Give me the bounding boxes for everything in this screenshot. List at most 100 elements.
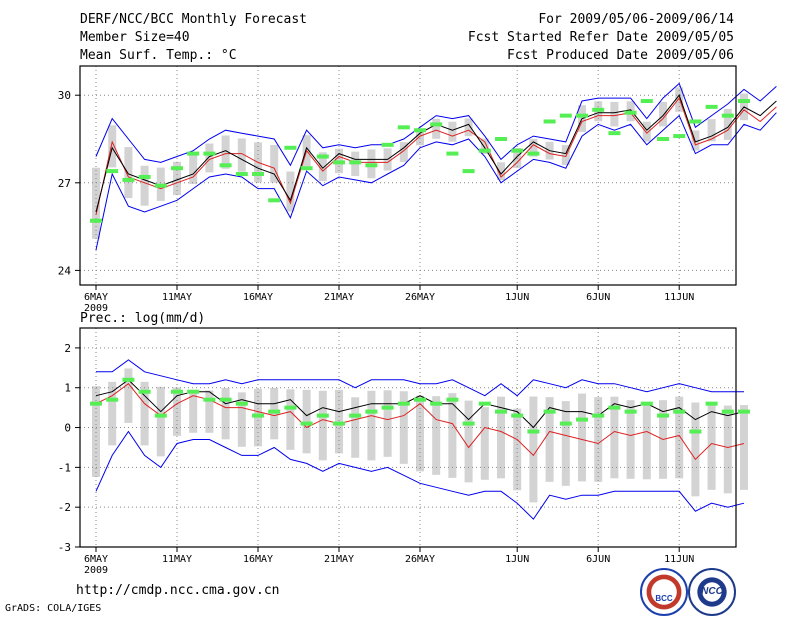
ensemble-bar xyxy=(237,138,246,172)
ensemble-bar xyxy=(594,397,603,482)
y-tick-label: 0 xyxy=(64,422,71,435)
median-marker xyxy=(381,405,394,410)
ensemble-bar xyxy=(513,147,522,168)
median-marker xyxy=(608,405,621,410)
median-marker xyxy=(90,401,102,406)
y-tick-label: 27 xyxy=(58,177,71,190)
median-marker xyxy=(592,107,605,112)
median-marker xyxy=(576,417,588,422)
ensemble-bar xyxy=(318,390,327,461)
series-line-control xyxy=(95,97,777,216)
median-marker xyxy=(527,429,540,434)
median-marker xyxy=(316,413,329,418)
ensemble-bar xyxy=(578,393,586,482)
ensemble-bar xyxy=(108,125,117,168)
median-marker xyxy=(640,401,653,406)
ensemble-bar xyxy=(642,121,651,142)
ensemble-bar xyxy=(497,396,505,479)
median-marker xyxy=(219,163,232,168)
ensemble-bar xyxy=(108,381,117,446)
header-produced-date: Fcst Produced Date 2009/05/06 xyxy=(507,48,734,63)
ensemble-bar xyxy=(237,392,246,447)
x-tick-label: 26MAY xyxy=(405,292,435,303)
ensemble-bar xyxy=(513,408,522,491)
median-marker xyxy=(414,397,426,402)
header-variable: Mean Surf. Temp.: °C xyxy=(80,48,237,63)
median-marker xyxy=(187,151,200,156)
median-marker xyxy=(106,397,119,402)
ensemble-bar xyxy=(92,167,100,239)
y-tick-label: 1 xyxy=(64,382,71,395)
series-line-max xyxy=(96,359,744,397)
x-tick-label: 6MAY xyxy=(84,292,108,303)
median-marker xyxy=(738,99,750,104)
median-marker xyxy=(673,134,686,139)
ensemble-bar xyxy=(270,144,279,183)
median-marker xyxy=(430,122,443,127)
ensemble-bar xyxy=(432,118,441,139)
series-line-mean xyxy=(95,379,745,429)
ensemble-bar xyxy=(383,390,392,457)
median-marker xyxy=(333,421,345,426)
ensemble-bar xyxy=(497,162,505,180)
median-marker xyxy=(462,421,475,426)
prec-panel-title: Prec.: log(mm/d) xyxy=(80,311,205,326)
header-member-size: Member Size=40 xyxy=(80,30,190,45)
y-tick-label: 24 xyxy=(58,264,72,277)
median-marker xyxy=(495,409,507,414)
median-marker xyxy=(430,401,443,406)
median-marker xyxy=(284,145,297,150)
ensemble-bar xyxy=(707,119,716,142)
ensemble-bar xyxy=(124,147,133,199)
ensemble-bar xyxy=(367,390,376,461)
median-marker xyxy=(122,177,135,182)
x-tick-label: 11MAY xyxy=(162,554,192,565)
ensemble-bar xyxy=(464,400,473,483)
ensemble-bar xyxy=(529,396,538,503)
median-marker xyxy=(171,389,183,394)
median-marker xyxy=(349,160,362,165)
median-marker xyxy=(349,413,362,418)
median-marker xyxy=(154,183,167,188)
ensemble-bar xyxy=(723,405,732,494)
footer-url[interactable]: http://cmdp.ncc.cma.gov.cn xyxy=(76,583,280,598)
median-marker xyxy=(300,421,313,426)
ensemble-bar xyxy=(221,135,230,169)
x-tick-label: 16MAY xyxy=(243,292,273,303)
median-marker xyxy=(543,409,556,414)
y-tick-label: 30 xyxy=(58,89,71,102)
ensemble-bar xyxy=(416,395,424,472)
median-marker xyxy=(559,113,572,118)
plot-frame xyxy=(79,327,737,548)
median-marker xyxy=(446,397,459,402)
median-marker xyxy=(138,389,151,394)
ensemble-bar xyxy=(205,143,214,173)
x-tick-label: 6MAY xyxy=(84,554,108,565)
ensemble-bar xyxy=(351,397,360,458)
median-marker xyxy=(397,401,410,406)
median-marker xyxy=(543,119,556,124)
x-tick-label: 1JUN xyxy=(505,554,529,565)
median-marker xyxy=(333,160,345,165)
median-marker xyxy=(219,397,232,402)
median-marker xyxy=(657,137,669,141)
ensemble-bar xyxy=(189,390,198,433)
ensemble-bar xyxy=(610,396,619,479)
bcc-logo: BCC xyxy=(640,568,688,616)
ensemble-bar xyxy=(124,368,133,423)
median-marker xyxy=(689,429,702,434)
median-marker xyxy=(187,389,200,394)
ensemble-bar xyxy=(286,389,295,450)
ensemble-bar xyxy=(561,145,570,166)
ensemble-bar xyxy=(140,381,149,446)
ensemble-bar xyxy=(707,405,716,490)
median-marker xyxy=(397,125,410,130)
y-tick-label: -3 xyxy=(58,541,71,554)
median-marker xyxy=(122,377,135,382)
median-marker xyxy=(478,148,491,153)
median-marker xyxy=(624,409,637,414)
median-marker xyxy=(284,405,297,410)
ensemble-bar xyxy=(448,393,457,478)
median-marker xyxy=(511,413,524,418)
median-marker xyxy=(365,409,378,414)
